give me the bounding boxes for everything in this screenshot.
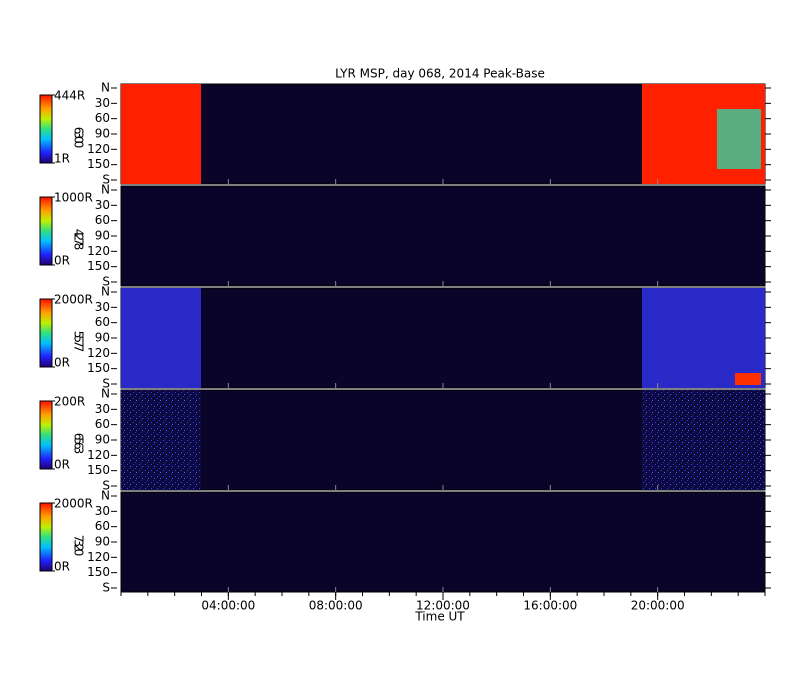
y-tick-label: 120: [87, 244, 110, 258]
colorbar-min-label: 0R: [54, 458, 70, 472]
image-region: [121, 288, 201, 388]
image-region: [121, 390, 201, 490]
y-tick-label: 150: [87, 463, 110, 477]
y-tick-label: 30: [95, 96, 110, 110]
colorbar-min-label: 0R: [54, 254, 70, 268]
y-tick-label: 120: [87, 550, 110, 564]
image-region: [735, 373, 761, 385]
y-tick-label: N: [101, 387, 110, 401]
x-tick-label: 04:00:00: [201, 599, 255, 613]
image-region: [717, 109, 761, 169]
wavelength-label: 4278: [72, 229, 86, 250]
x-tick-label: 20:00:00: [631, 599, 685, 613]
y-tick-label: 90: [95, 433, 110, 447]
y-tick-label: 120: [87, 142, 110, 156]
y-tick-label: N: [101, 285, 110, 299]
panel-background: [120, 185, 766, 287]
y-tick-label: 90: [95, 229, 110, 243]
y-tick-label: S: [102, 479, 110, 493]
y-tick-label: 60: [95, 417, 110, 431]
y-tick-label: N: [101, 81, 110, 95]
y-tick-label: 150: [87, 259, 110, 273]
y-tick-label: S: [102, 173, 110, 187]
image-region: [642, 390, 765, 490]
wavelength-label: 6300: [72, 127, 86, 148]
y-tick-label: N: [101, 489, 110, 503]
colorbar-min-label: 0R: [54, 560, 70, 574]
x-tick-label: 08:00:00: [309, 599, 363, 613]
colorbar-max-label: 2000R: [54, 293, 93, 307]
y-tick-label: N: [101, 183, 110, 197]
y-tick-label: 150: [87, 565, 110, 579]
y-tick-label: 30: [95, 300, 110, 314]
x-tick-label: 12:00:00: [416, 599, 470, 613]
y-tick-label: 120: [87, 346, 110, 360]
x-tick-label: 16:00:00: [523, 599, 577, 613]
y-tick-label: 90: [95, 127, 110, 141]
colorbar-max-label: 2000R: [54, 497, 93, 511]
colorbar: [39, 94, 53, 164]
y-tick-label: S: [102, 377, 110, 391]
y-tick-label: 90: [95, 535, 110, 549]
y-tick-label: 30: [95, 198, 110, 212]
y-tick-label: 120: [87, 448, 110, 462]
colorbar-max-label: 200R: [54, 395, 85, 409]
colorbar-min-label: 0R: [54, 356, 70, 370]
y-tick-label: S: [102, 275, 110, 289]
wavelength-label: 6563: [72, 433, 86, 454]
x-axis-label: Time UT: [414, 610, 465, 624]
y-tick-label: 60: [95, 315, 110, 329]
y-tick-label: 90: [95, 331, 110, 345]
wavelength-label: 7320: [72, 535, 86, 556]
y-tick-label: 150: [87, 157, 110, 171]
image-region: [121, 84, 201, 184]
panel-background: [120, 491, 766, 593]
y-tick-label: 60: [95, 111, 110, 125]
colorbar-max-label: 1000R: [54, 191, 93, 205]
image-region: [642, 288, 765, 388]
colorbar: [39, 196, 53, 266]
y-tick-label: 30: [95, 504, 110, 518]
y-tick-label: 60: [95, 213, 110, 227]
colorbar: [39, 502, 53, 572]
y-tick-label: 150: [87, 361, 110, 375]
y-tick-label: S: [102, 581, 110, 595]
y-tick-label: 60: [95, 519, 110, 533]
colorbar: [39, 400, 53, 470]
wavelength-label: 5577: [72, 331, 86, 352]
y-tick-label: 30: [95, 402, 110, 416]
chart-title: LYR MSP, day 068, 2014 Peak-Base: [335, 67, 545, 81]
colorbar: [39, 298, 53, 368]
colorbar-min-label: 1R: [54, 152, 70, 166]
colorbar-max-label: 444R: [54, 89, 85, 103]
